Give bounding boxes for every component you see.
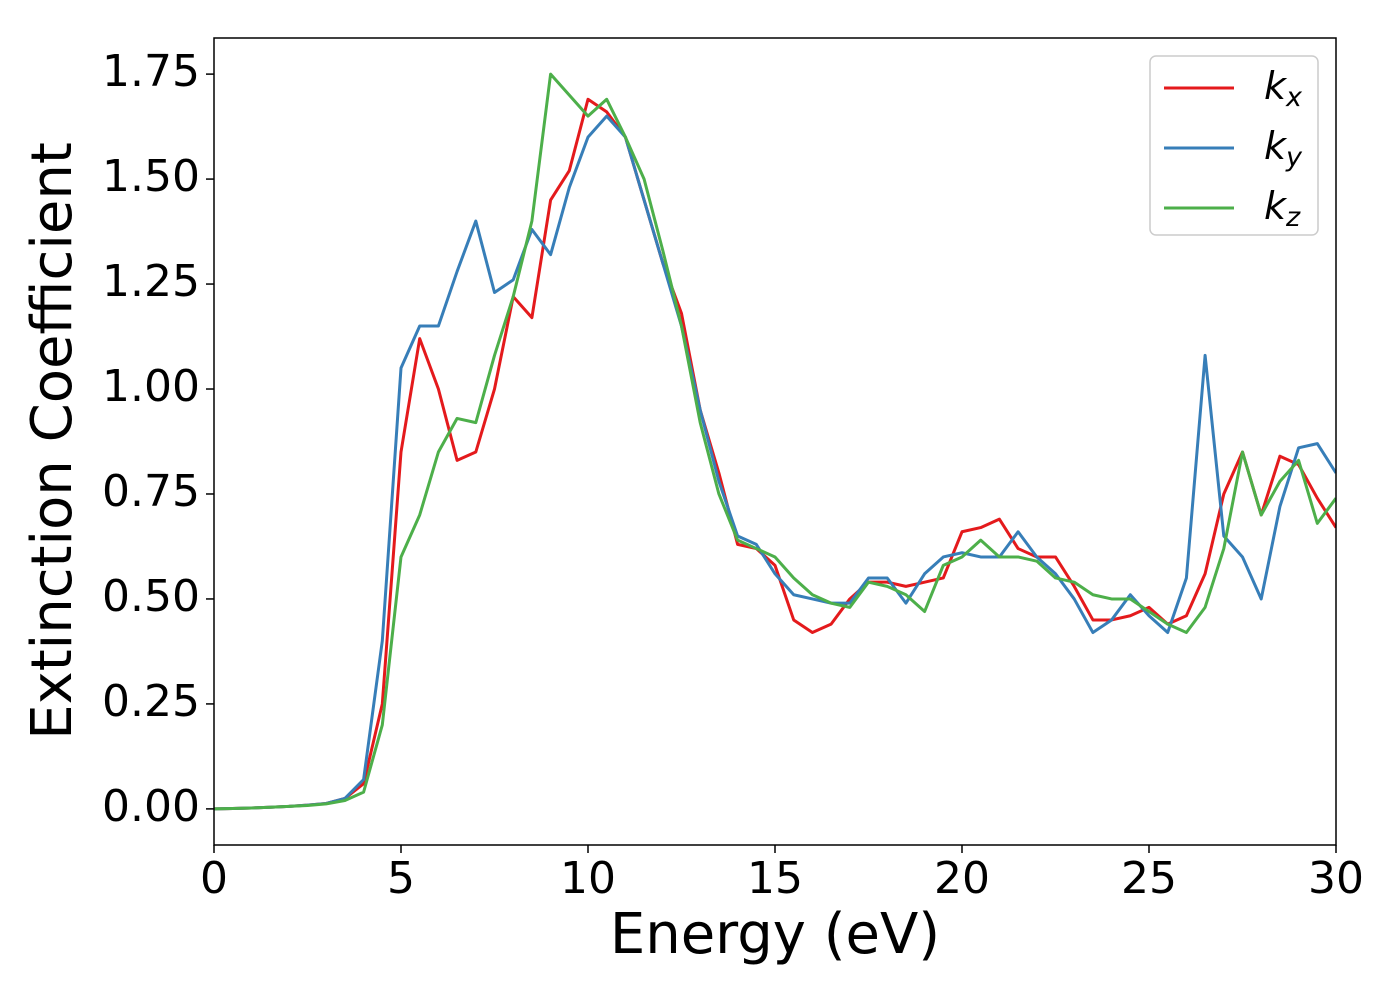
y-tick-label: 0.25	[102, 676, 200, 727]
data-line	[214, 97, 1336, 811]
y-axis-label: Extinction Coefficient	[20, 142, 85, 740]
y-tick-label: 1.50	[102, 151, 200, 202]
x-axis-label: Energy (eV)	[610, 902, 940, 967]
y-tick-label: 0.00	[102, 781, 200, 832]
plot-frame	[213, 37, 1337, 846]
y-tick-label: 0.50	[102, 571, 200, 622]
legend-label: ky	[1264, 124, 1303, 173]
x-tick-label: 0	[200, 853, 228, 904]
x-tick-label: 10	[560, 853, 616, 904]
data-line	[214, 72, 1336, 811]
y-tick-label: 1.75	[102, 46, 200, 97]
x-tick-label: 30	[1308, 853, 1364, 904]
y-tick-label: 1.00	[102, 361, 200, 412]
x-tick-label: 5	[387, 853, 415, 904]
x-tick-label: 20	[934, 853, 990, 904]
legend-label: kx	[1264, 64, 1303, 113]
x-tick-label: 25	[1121, 853, 1177, 904]
data-line	[214, 114, 1336, 811]
legend-label: kz	[1264, 184, 1301, 233]
y-tick-label: 1.25	[102, 256, 200, 307]
x-tick-label: 15	[747, 853, 803, 904]
y-tick-label: 0.75	[102, 466, 200, 517]
legend-box	[1149, 55, 1319, 236]
